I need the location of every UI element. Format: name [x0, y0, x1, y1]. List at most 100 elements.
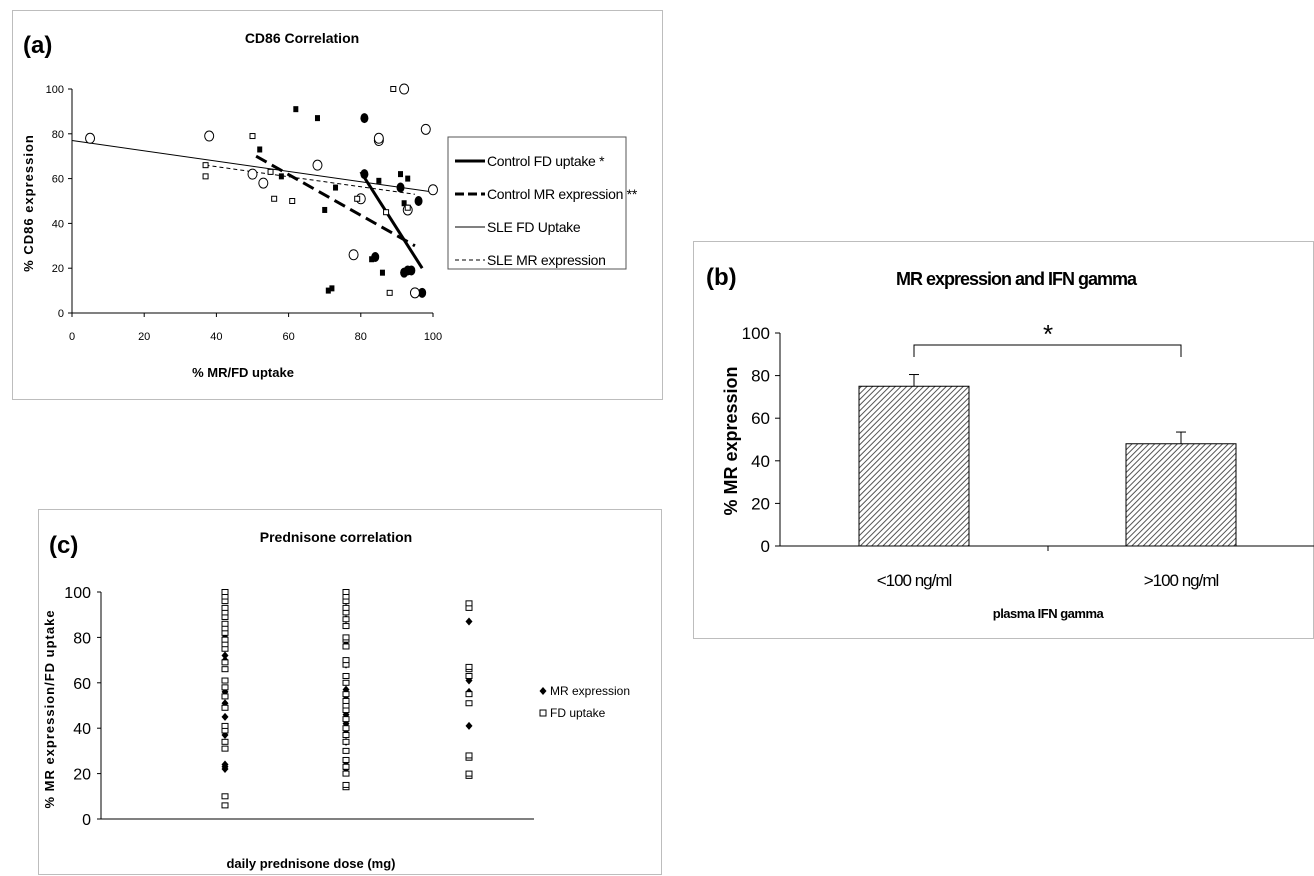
data-point	[360, 113, 369, 124]
trendline	[71, 140, 434, 193]
data-point	[360, 169, 369, 180]
data-point	[221, 738, 229, 745]
data-point	[333, 184, 339, 191]
data-point	[369, 256, 375, 263]
chart-a-legend: Control FD uptake * Control MR expression…	[447, 136, 638, 270]
data-point	[465, 617, 473, 626]
y-tick-label: 80	[751, 367, 770, 386]
y-tick-label: 0	[58, 308, 64, 320]
data-point	[342, 604, 350, 611]
legend-marker	[539, 687, 547, 695]
data-point	[342, 679, 350, 686]
trendline	[359, 171, 424, 270]
data-point	[379, 269, 385, 276]
chart-a-title: CD86 Correlation	[245, 30, 359, 46]
data-point	[289, 198, 296, 204]
data-point	[405, 175, 411, 182]
data-point	[278, 173, 284, 180]
data-point	[293, 106, 299, 113]
data-point	[409, 287, 420, 299]
data-point	[247, 168, 258, 180]
data-point	[221, 693, 229, 700]
y-tick-label: 100	[742, 324, 770, 343]
y-tick-label: 0	[82, 812, 91, 829]
legend-label: Control MR expression **	[487, 186, 638, 202]
panel-a: (a) CD86 Correlation % MR/FD uptake % CD…	[12, 10, 663, 400]
data-point	[465, 752, 473, 759]
data-point	[465, 600, 473, 607]
data-point	[221, 677, 229, 684]
data-point	[342, 657, 350, 664]
data-point	[221, 589, 229, 595]
y-tick-label: 40	[751, 452, 770, 471]
chart-a-ylabel: % CD86 expression	[21, 134, 36, 272]
x-tick-label: 100	[424, 331, 442, 343]
chart-c-title: Prednisone correlation	[260, 529, 412, 545]
bar	[858, 385, 970, 547]
data-point	[465, 691, 473, 698]
data-point	[221, 651, 229, 660]
data-point	[221, 659, 229, 666]
data-point	[221, 604, 229, 611]
y-tick-label: 100	[64, 585, 91, 602]
y-tick-label: 20	[751, 494, 770, 513]
data-point	[221, 722, 229, 729]
significance-star: *	[1043, 319, 1053, 349]
chart-b-ylabel: % MR expression	[721, 366, 741, 515]
chart-a: (a) CD86 Correlation % MR/FD uptake % CD…	[21, 30, 638, 380]
data-point	[342, 725, 350, 732]
data-point	[221, 793, 229, 800]
y-tick-label: 60	[73, 676, 91, 693]
data-point	[342, 672, 350, 679]
x-tick-label: 80	[355, 331, 367, 343]
data-point	[342, 770, 350, 777]
data-point	[314, 115, 320, 122]
data-point	[383, 209, 390, 216]
bar	[1125, 443, 1237, 547]
data-point	[342, 716, 350, 723]
data-point	[399, 83, 410, 95]
data-point	[221, 684, 229, 691]
data-point	[221, 666, 229, 673]
trendline	[205, 164, 416, 195]
data-point	[342, 697, 350, 704]
data-point	[407, 265, 416, 276]
y-tick-label: 20	[52, 263, 64, 275]
data-point	[401, 200, 407, 207]
legend-label: SLE MR expression	[487, 252, 606, 268]
data-point	[386, 289, 393, 296]
data-point	[342, 643, 350, 650]
data-point	[342, 781, 350, 788]
data-point	[342, 732, 350, 739]
data-point	[376, 177, 382, 184]
data-point	[414, 196, 423, 206]
legend-marker	[539, 709, 547, 717]
data-point	[221, 620, 229, 627]
data-point	[342, 589, 350, 595]
chart-c-legend: MR expression FD uptake	[539, 684, 630, 720]
data-point	[271, 195, 278, 202]
panel-c: (c) Prednisone correlation daily prednis…	[38, 509, 662, 875]
data-point	[342, 738, 350, 745]
data-point	[398, 171, 404, 178]
data-point	[372, 254, 378, 260]
data-point	[221, 802, 229, 809]
data-point	[329, 285, 335, 292]
data-point	[342, 763, 350, 770]
data-point	[348, 249, 359, 261]
data-point	[418, 287, 427, 298]
chart-b-title: MR expression and IFN gamma	[896, 269, 1138, 289]
panel-c-label: (c)	[49, 532, 78, 559]
data-point	[258, 177, 269, 189]
data-point	[465, 721, 473, 730]
chart-c: (c) Prednisone correlation daily prednis…	[42, 529, 630, 871]
data-point	[342, 756, 350, 763]
data-point	[465, 700, 473, 707]
chart-a-xlabel: % MR/FD uptake	[192, 365, 294, 380]
y-tick-label: 100	[46, 84, 64, 96]
data-point	[221, 636, 229, 643]
data-point	[342, 616, 350, 623]
y-tick-label: 60	[751, 409, 770, 428]
data-point	[221, 745, 229, 752]
data-point	[404, 204, 411, 211]
